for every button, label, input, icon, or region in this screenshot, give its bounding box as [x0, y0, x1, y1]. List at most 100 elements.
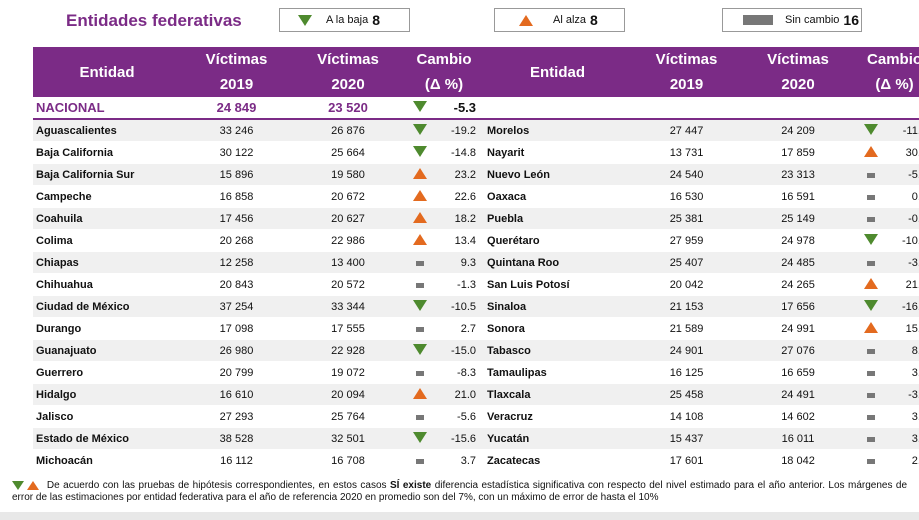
left-change-indicator	[404, 383, 436, 406]
left-change-value: -8.3	[436, 361, 485, 384]
left-victims-2020: 20 672	[292, 185, 404, 208]
triangle-up-icon	[519, 14, 533, 26]
right-victims-2020: 16 591	[742, 185, 855, 208]
header-row-1: Entidad Víctimas Víctimas Cambio Entidad…	[33, 47, 919, 97]
right-change-indicator	[854, 163, 889, 186]
legend-up-box: Al alza 8	[494, 8, 625, 32]
right-victims-2020: 27 076	[742, 339, 855, 362]
empty-cell	[888, 97, 919, 120]
right-change-value: -0.9	[888, 207, 919, 230]
right-entity-name: Querétaro	[484, 229, 632, 252]
dash-icon	[867, 348, 876, 354]
left-victims-2020: 26 876	[292, 119, 404, 142]
left-victims-2020: 25 764	[292, 405, 404, 428]
left-change-indicator	[404, 405, 436, 428]
right-change-value: -3.6	[888, 251, 919, 274]
national-row: NACIONAL 24 849 23 520 -5.3	[33, 97, 919, 120]
empty-cell	[854, 97, 889, 120]
left-victims-2020: 22 928	[292, 339, 404, 362]
triangle-up-icon	[864, 321, 879, 333]
right-entity-name: Sinaloa	[484, 295, 632, 318]
table-row: Aguascalientes 33 246 26 876 -19.2 Morelos 27…	[33, 119, 919, 142]
left-change-value: 2.7	[436, 317, 485, 340]
left-entity-name: Hidalgo	[33, 383, 181, 406]
left-victims-2019: 37 254	[181, 295, 292, 318]
left-victims-2019: 12 258	[181, 251, 292, 274]
right-entity-name: Nayarit	[484, 141, 632, 164]
right-victims-2020: 18 042	[742, 449, 855, 472]
legend-up-count: 8	[590, 12, 598, 28]
dash-icon	[867, 172, 876, 178]
left-entity-name: Guanajuato	[33, 339, 181, 362]
table-row: Baja California Sur 15 896 19 580 23.2 Nuevo…	[33, 163, 919, 186]
left-entity-name: Ciudad de México	[33, 295, 181, 318]
footnote-emphasis: SÍ existe	[389, 480, 432, 491]
right-change-value: 8.7	[888, 339, 919, 362]
header-year-2019-right: 2019	[631, 72, 743, 97]
right-change-value: 2.5	[888, 449, 919, 472]
left-victims-2019: 30 122	[181, 141, 292, 164]
right-victims-2019: 25 381	[631, 207, 743, 230]
left-victims-2019: 20 843	[181, 273, 292, 296]
right-victims-2019: 21 589	[631, 317, 743, 340]
empty-cell	[484, 97, 632, 120]
left-change-indicator	[404, 449, 436, 472]
right-change-indicator	[854, 207, 889, 230]
national-change: -5.3	[436, 97, 485, 120]
left-entity-name: Estado de México	[33, 427, 181, 450]
left-entity-name: Aguascalientes	[33, 119, 181, 142]
right-change-indicator	[854, 273, 889, 296]
right-victims-2020: 17 656	[742, 295, 855, 318]
right-victims-2019: 14 108	[631, 405, 743, 428]
legend-same-label: Sin cambio	[785, 14, 840, 26]
right-victims-2019: 27 959	[631, 229, 743, 252]
dash-icon	[867, 194, 876, 200]
dash-icon	[867, 370, 876, 376]
left-change-value: -10.5	[436, 295, 485, 318]
triangle-down-icon	[413, 123, 427, 135]
triangle-up-icon	[864, 277, 879, 289]
left-change-indicator	[404, 273, 436, 296]
triangle-down-icon	[864, 233, 879, 245]
legend-down-count: 8	[372, 12, 380, 28]
legend-same-count: 16	[843, 12, 859, 28]
left-change-value: 22.6	[436, 185, 485, 208]
left-change-value: 23.2	[436, 163, 485, 186]
footnote: De acuerdo con las pruebas de hipótesis …	[12, 480, 907, 504]
left-victims-2019: 16 112	[181, 449, 292, 472]
table-row: Colima 20 268 22 986 13.4 Querétaro 27 959 24 …	[33, 229, 919, 252]
left-change-indicator	[404, 361, 436, 384]
right-victims-2020: 14 602	[742, 405, 855, 428]
triangle-down-icon	[298, 14, 312, 26]
legend-down-label: A la baja	[326, 14, 369, 26]
right-entity-name: Sonora	[484, 317, 632, 340]
left-victims-2019: 16 858	[181, 185, 292, 208]
table-row: Michoacán 16 112 16 708 3.7 Zacatecas 17 601 1…	[33, 449, 919, 472]
footnote-part1: De acuerdo con las pruebas de hipótesis …	[46, 480, 387, 491]
left-victims-2020: 22 986	[292, 229, 404, 252]
table-row: Jalisco 27 293 25 764 -5.6 Veracruz 14 108 14 …	[33, 405, 919, 428]
left-entity-name: Colima	[33, 229, 181, 252]
header-year-2020-left: 2020	[292, 72, 404, 97]
triangle-up-icon	[27, 480, 40, 490]
right-change-value: 3.7	[888, 427, 919, 450]
left-change-value: -5.6	[436, 405, 485, 428]
header-entidad-right: Entidad	[484, 47, 632, 97]
header-victimas-2020-right: Víctimas	[742, 47, 855, 72]
header-cambio-right: Cambio	[854, 47, 919, 72]
right-change-value: -10.7	[888, 229, 919, 252]
right-victims-2019: 20 042	[631, 273, 743, 296]
left-victims-2019: 15 896	[181, 163, 292, 186]
right-entity-name: Morelos	[484, 119, 632, 142]
right-change-indicator	[854, 251, 889, 274]
left-victims-2019: 38 528	[181, 427, 292, 450]
left-change-indicator	[404, 317, 436, 340]
national-indicator	[404, 97, 436, 120]
triangle-up-icon	[413, 233, 427, 245]
table-row: Durango 17 098 17 555 2.7 Sonora 21 589 24 991…	[33, 317, 919, 340]
right-entity-name: San Luis Potosí	[484, 273, 632, 296]
left-change-value: -14.8	[436, 141, 485, 164]
right-victims-2019: 17 601	[631, 449, 743, 472]
right-victims-2019: 27 447	[631, 119, 743, 142]
right-victims-2020: 25 149	[742, 207, 855, 230]
